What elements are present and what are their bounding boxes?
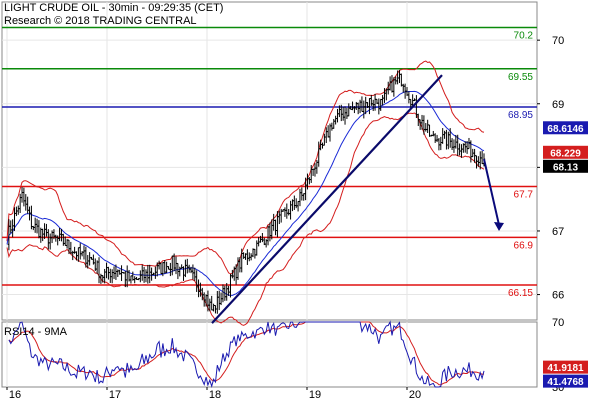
level-label-70.2: 70.2 [514, 30, 534, 41]
rsi-line [8, 320, 485, 388]
y-tick-label-69: 69 [552, 99, 564, 111]
badge-moving_average-text: 68.6146 [547, 124, 584, 135]
chart-header-title: LIGHT CRUDE OIL - 30min - 09:29:35 (CET) [4, 2, 223, 14]
bollinger-upper-line [6, 60, 485, 275]
rsi-lines [8, 320, 485, 388]
y-tick-label-70: 70 [552, 35, 564, 47]
y-tick-label-67: 67 [552, 226, 564, 238]
level-label-67.7: 67.7 [514, 189, 534, 200]
x-tick-label-19: 19 [309, 389, 321, 400]
badge-last_price: 68.13 [543, 159, 588, 173]
forecast-arrow-head [494, 221, 504, 231]
overlays [211, 74, 504, 324]
level-label-66.15: 66.15 [508, 288, 533, 299]
badges: 68.6146 68.229 68.13 41.9181 41.4768 [543, 121, 588, 388]
chart-header-research: Research © 2018 TRADING CENTRAL [4, 15, 197, 27]
badge-rsi-bg [543, 374, 588, 388]
badge-rsi_ma-text: 41.9181 [547, 363, 584, 374]
badge-bollinger-text: 68.229 [550, 148, 581, 159]
badge-rsi-text: 41.4768 [547, 377, 584, 388]
badge-rsi: 41.4768 [543, 374, 588, 388]
price-panel-frame [1, 1, 538, 321]
forecast-arrow-shaft [483, 158, 500, 226]
level-label-68.95: 68.95 [508, 110, 533, 121]
badge-bollinger: 68.229 [543, 145, 588, 159]
badge-rsi_ma-bg [543, 360, 588, 374]
rsi-title: RSI14 - 9MA [4, 326, 68, 338]
badge-last_price-bg [543, 159, 588, 173]
badge-moving_average: 68.6146 [543, 121, 588, 135]
rsi-y-tick-label-70: 70 [552, 317, 564, 329]
moving-average [6, 90, 485, 296]
levels-layer: 70.2 69.55 68.95 67.7 66.9 66.15 [2, 26, 537, 299]
grid-layer [2, 2, 537, 387]
x-tick-label-16: 16 [9, 389, 21, 400]
level-label-66.9: 66.9 [514, 240, 534, 251]
trendline [211, 74, 443, 324]
rsi-ma-line [8, 321, 485, 386]
x-tick-label-17: 17 [109, 389, 121, 400]
y-tick-label-66: 66 [552, 290, 564, 302]
moving-average-line [6, 90, 485, 296]
badge-bollinger-bg [543, 145, 588, 159]
x-tick-label-18: 18 [209, 389, 221, 400]
badge-last_price-text: 68.13 [553, 162, 578, 173]
x-tick-label-20: 20 [409, 389, 421, 400]
candles [7, 70, 486, 314]
badge-moving_average-bg [543, 121, 588, 135]
level-label-69.55: 69.55 [508, 72, 533, 83]
badge-rsi_ma: 41.9181 [543, 360, 588, 374]
